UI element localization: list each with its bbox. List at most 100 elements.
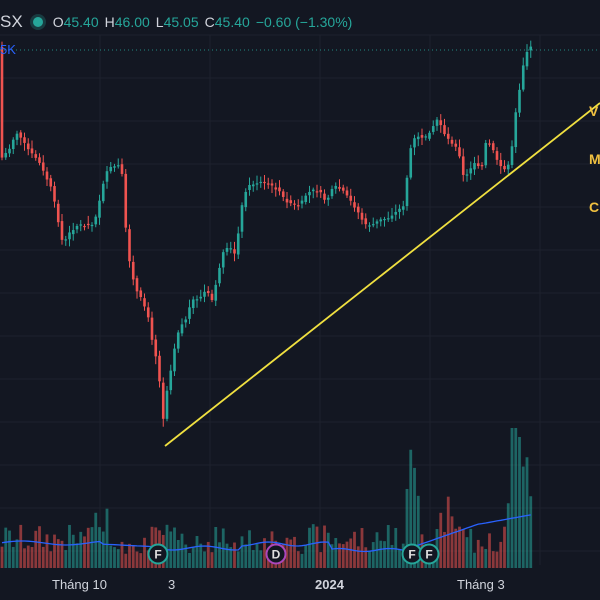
volume-bar: [30, 547, 34, 568]
x-label-oct: Tháng 10: [52, 577, 107, 592]
candle-body: [503, 165, 506, 170]
volume-bar: [341, 544, 345, 568]
candle-body: [424, 136, 428, 138]
candle-body: [431, 126, 435, 132]
candle-body: [8, 148, 11, 154]
marker-f-1-circle: [147, 543, 169, 565]
candle-body: [26, 143, 30, 150]
volume-bar: [499, 541, 503, 568]
marker-f-3[interactable]: F: [418, 543, 440, 565]
high-value: 46.00: [114, 14, 150, 30]
volume-bar: [191, 547, 195, 568]
candle-body: [169, 370, 173, 391]
marker-f-2[interactable]: F: [401, 543, 423, 565]
candle-body: [90, 224, 94, 227]
candle-body: [480, 165, 484, 167]
volume-bar: [304, 544, 308, 568]
candle-body: [101, 183, 105, 202]
candle-body: [38, 157, 41, 163]
volume-bar: [514, 428, 518, 568]
volume-bar: [525, 457, 529, 568]
candle-body: [116, 165, 120, 167]
low-value: 45.05: [163, 14, 199, 30]
candle-body: [293, 203, 296, 205]
candle-body: [518, 89, 521, 113]
candle-body: [409, 148, 413, 178]
volume-bar: [289, 539, 293, 568]
candle-body: [360, 212, 364, 220]
volume-label: 5K: [0, 42, 16, 57]
volume-bar: [45, 534, 49, 568]
side-label-v[interactable]: V: [589, 103, 599, 119]
candle-body: [251, 184, 255, 187]
marker-f-1[interactable]: F: [147, 543, 169, 565]
candle-body: [180, 324, 184, 334]
candle-body: [371, 224, 375, 226]
candle-body: [266, 183, 270, 185]
candle-body: [289, 200, 293, 204]
candle-body: [131, 261, 135, 280]
candle-body: [120, 164, 124, 174]
volume-bar: [244, 544, 248, 568]
volume-bar: [184, 544, 188, 568]
candle-body: [334, 185, 338, 189]
volume-bar: [476, 539, 480, 568]
side-label-m[interactable]: M: [589, 151, 600, 167]
candle-body: [326, 197, 330, 200]
volume-bar: [334, 538, 338, 568]
volume-bar: [311, 524, 315, 568]
volume-bar: [345, 541, 349, 568]
candle-body: [184, 319, 188, 323]
volume-bar: [461, 529, 465, 568]
volume-bar: [480, 546, 484, 568]
candle-body: [105, 171, 109, 182]
candle-body: [281, 191, 285, 197]
volume-bar: [469, 528, 473, 568]
side-label-c[interactable]: C: [589, 199, 600, 215]
volume-bar: [68, 524, 71, 568]
volume-bar: [390, 544, 394, 568]
candle-body: [23, 137, 26, 143]
candle-body: [499, 159, 503, 167]
volume-bar: [413, 467, 416, 568]
volume-bar: [364, 547, 368, 568]
candle-body: [68, 232, 71, 240]
open-key: O: [52, 14, 64, 30]
candle-body: [240, 205, 244, 232]
volume-bar: [360, 528, 364, 568]
symbol-label[interactable]: SX: [0, 12, 23, 31]
volume-bar: [176, 539, 180, 568]
volume-bar: [394, 527, 398, 568]
volume-bar: [518, 436, 521, 568]
candle-body: [41, 162, 45, 171]
candle-body: [109, 166, 113, 172]
volume-bar: [458, 526, 461, 568]
volume-bar: [38, 526, 41, 568]
volume-bar: [521, 466, 525, 568]
candle-body: [128, 229, 131, 262]
candle-body: [19, 132, 23, 138]
volume-bar: [259, 550, 263, 568]
volume-bar: [386, 525, 390, 568]
volume-bar: [11, 546, 15, 568]
candle-body: [98, 200, 101, 218]
candle-body: [285, 198, 289, 203]
candle-body: [375, 221, 379, 224]
marker-f-3-circle: [418, 543, 440, 565]
candle-body: [176, 332, 180, 349]
market-status-icon: [32, 17, 43, 27]
candle-body: [206, 291, 210, 294]
candle-body: [439, 120, 443, 126]
volume-bar: [135, 551, 139, 568]
candle-body: [11, 139, 15, 150]
volume-bar: [379, 540, 383, 568]
candle-body: [506, 164, 510, 170]
candle-body: [173, 348, 176, 372]
candle-body: [94, 216, 98, 225]
marker-d[interactable]: D: [265, 543, 287, 565]
candle-body: [229, 248, 233, 250]
volume-bar: [19, 524, 23, 568]
candle-body: [191, 299, 195, 309]
marker-f-1-letter: F: [154, 548, 161, 562]
